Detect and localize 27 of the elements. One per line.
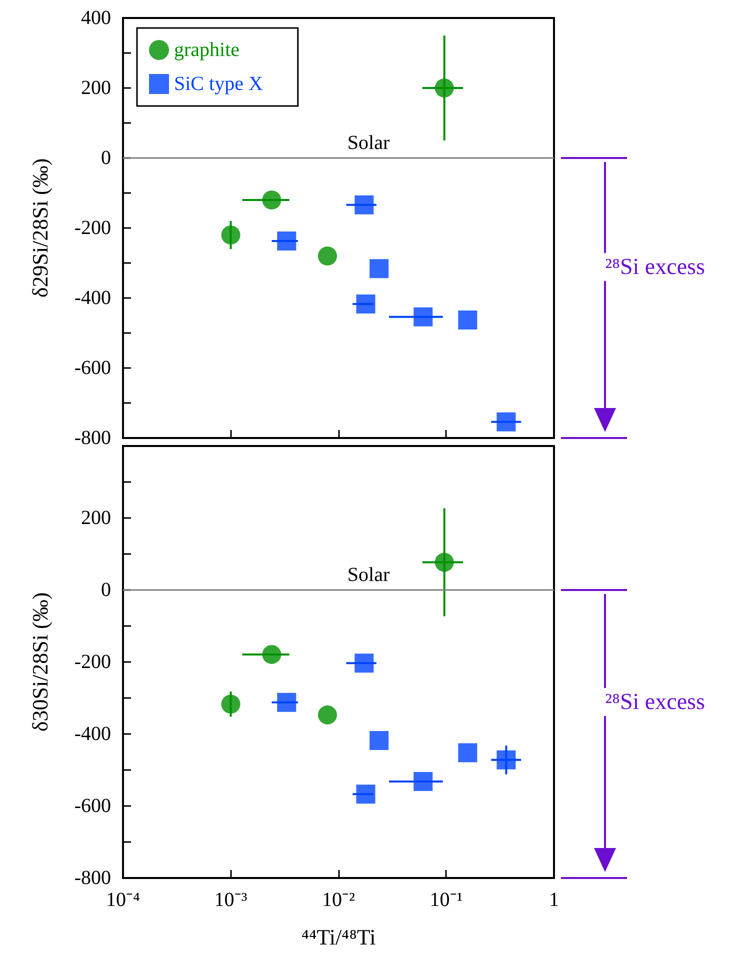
y-tick-label: -800	[74, 867, 111, 889]
ref-line-label: Solar	[347, 564, 390, 586]
y-tick-label: 0	[101, 579, 111, 601]
y-tick-label: -400	[74, 287, 111, 309]
x-axis-title: ⁴⁴Ti/⁴⁸Ti	[301, 924, 376, 950]
y-tick-label: 200	[81, 507, 111, 529]
x-tick-label: 10⁻¹	[430, 889, 463, 911]
y-tick-label: -600	[74, 357, 111, 379]
y-tick-label: 200	[81, 77, 111, 99]
x-tick-label: 10⁻²	[322, 889, 355, 911]
text: ²⁸Si excess	[586, 688, 724, 716]
text: ²⁸Si excess	[586, 253, 724, 282]
y-tick-label: -200	[74, 651, 111, 673]
y-tick-label: -800	[74, 427, 111, 449]
y-axis-title: δ30Si/28Si (‰)	[28, 592, 52, 732]
y-axis-title: δ29Si/28Si (‰)	[28, 158, 52, 298]
legend-label: graphite	[174, 39, 240, 61]
y-tick-label: 400	[81, 7, 111, 29]
y-tick-label: -400	[74, 723, 111, 745]
legend-label: SiC type X	[174, 73, 264, 95]
ref-line-label: Solar	[347, 132, 390, 154]
x-tick-label: 10⁻³	[214, 889, 248, 911]
y-tick-label: 0	[101, 147, 111, 169]
x-tick-label: 10⁻⁴	[106, 889, 140, 911]
y-tick-label: -200	[74, 217, 111, 239]
x-tick-label: 1	[549, 889, 559, 911]
y-tick-label: -600	[74, 795, 111, 817]
